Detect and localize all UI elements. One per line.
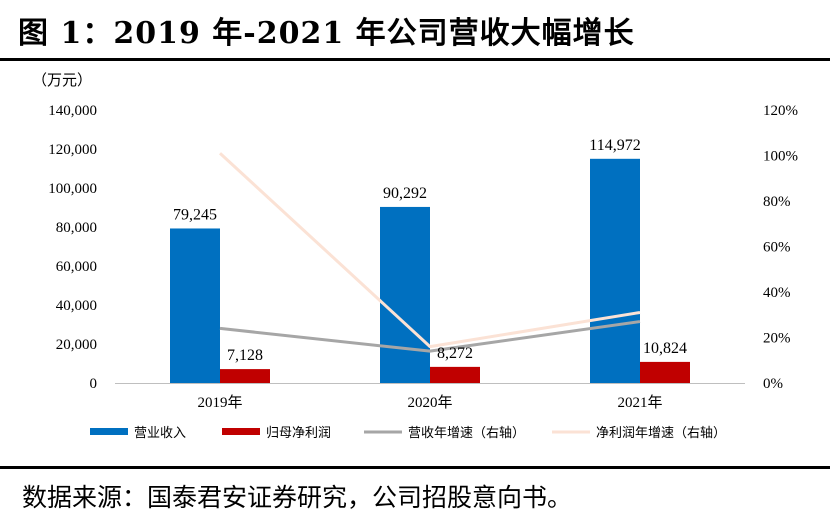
legend-swatch bbox=[222, 428, 260, 435]
legend-label: 营业收入 bbox=[134, 426, 186, 441]
bar-revenue bbox=[170, 228, 220, 383]
y-tick-label: 140,000 bbox=[48, 103, 97, 119]
y2-tick-label: 80% bbox=[763, 194, 791, 210]
y-tick-label: 40,000 bbox=[56, 298, 97, 314]
revenue-profit-chart: （万元） 0 20,000 40,000 60,000 80,000 100,000 120,… bbox=[32, 72, 798, 441]
x-tick-label: 2019年 bbox=[197, 394, 242, 411]
bar-data-label: 8,272 bbox=[437, 345, 473, 362]
bar-data-label: 10,824 bbox=[643, 340, 687, 357]
bar-revenue bbox=[380, 206, 430, 383]
bar-net-profit bbox=[430, 366, 480, 383]
y-tick-label: 100,000 bbox=[48, 181, 97, 197]
line-revenue-growth bbox=[219, 320, 641, 353]
bottom-divider bbox=[0, 466, 830, 469]
page-title: 图 1：2019 年-2021 年公司营收大幅增长 bbox=[18, 16, 635, 51]
title-bar: 图 1：2019 年-2021 年公司营收大幅增长 bbox=[0, 0, 830, 58]
y-tick-label: 0 bbox=[90, 376, 98, 392]
bar-data-label: 90,292 bbox=[383, 185, 427, 202]
bar-net-profit bbox=[640, 361, 690, 383]
bar-revenue bbox=[590, 158, 640, 383]
y-tick-label: 80,000 bbox=[56, 220, 97, 236]
bar-data-label: 114,972 bbox=[589, 137, 640, 154]
x-tick-label: 2020年 bbox=[407, 394, 452, 411]
bar-net-profit bbox=[220, 369, 270, 383]
legend-label: 归母净利润 bbox=[266, 426, 331, 441]
y2-tick-label: 100% bbox=[763, 149, 798, 165]
y2-tick-label: 60% bbox=[763, 240, 791, 256]
source-note: 数据来源：国泰君安证券研究，公司招股意向书。 bbox=[22, 483, 573, 512]
y-axis-unit-label: （万元） bbox=[32, 72, 92, 89]
bar-data-label: 79,245 bbox=[173, 206, 217, 223]
y-tick-label: 120,000 bbox=[48, 142, 97, 158]
y2-tick-label: 20% bbox=[763, 331, 791, 347]
top-divider bbox=[0, 58, 830, 61]
bar-data-label: 7,128 bbox=[227, 347, 263, 364]
y2-tick-label: 120% bbox=[763, 103, 798, 119]
y2-tick-label: 0% bbox=[763, 376, 783, 392]
chart-layer: （万元） 0 20,000 40,000 60,000 80,000 100,000 120,… bbox=[32, 72, 798, 441]
y2-tick-label: 40% bbox=[763, 285, 791, 301]
y-tick-label: 20,000 bbox=[56, 337, 97, 353]
legend-swatch bbox=[90, 428, 128, 435]
x-tick-label: 2021年 bbox=[617, 394, 662, 411]
legend-label: 净利润年增速（右轴） bbox=[596, 426, 726, 441]
line-profit-growth bbox=[218, 152, 641, 349]
y-tick-label: 60,000 bbox=[56, 259, 97, 275]
legend-label: 营收年增速（右轴） bbox=[408, 426, 525, 441]
